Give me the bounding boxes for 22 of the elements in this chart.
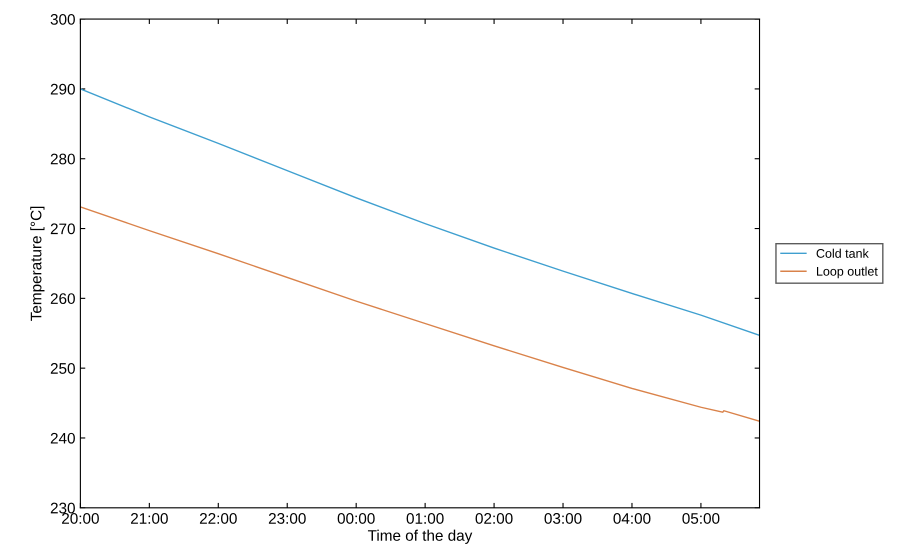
legend-label: Loop outlet [816,266,878,278]
x-tick-label: 02:00 [476,513,513,524]
y-tick-label: 300 [50,14,75,25]
x-tick-label: 20:00 [62,513,99,524]
y-tick-label: 270 [50,223,75,234]
x-tick-label: 00:00 [338,513,375,524]
x-axis-title: Time of the day [368,530,472,544]
x-tick-label: 04:00 [613,513,650,524]
x-tick-label: 05:00 [682,513,720,524]
y-tick-label: 260 [50,293,75,304]
x-tick-label: 21:00 [130,513,168,524]
y-tick-label: 230 [50,502,75,514]
x-tick-label: 03:00 [544,513,582,524]
y-tick-label: 250 [50,363,75,374]
x-tick-label: 23:00 [268,513,306,524]
legend-label: Cold tank [816,248,869,258]
y-tick-label: 290 [50,84,75,95]
y-tick-label: 240 [50,432,75,444]
x-tick-label: 22:00 [200,513,237,524]
y-tick-label: 280 [50,154,75,164]
x-tick-label: 01:00 [406,513,444,524]
y-axis-title: Temperature [°C] [30,206,44,321]
